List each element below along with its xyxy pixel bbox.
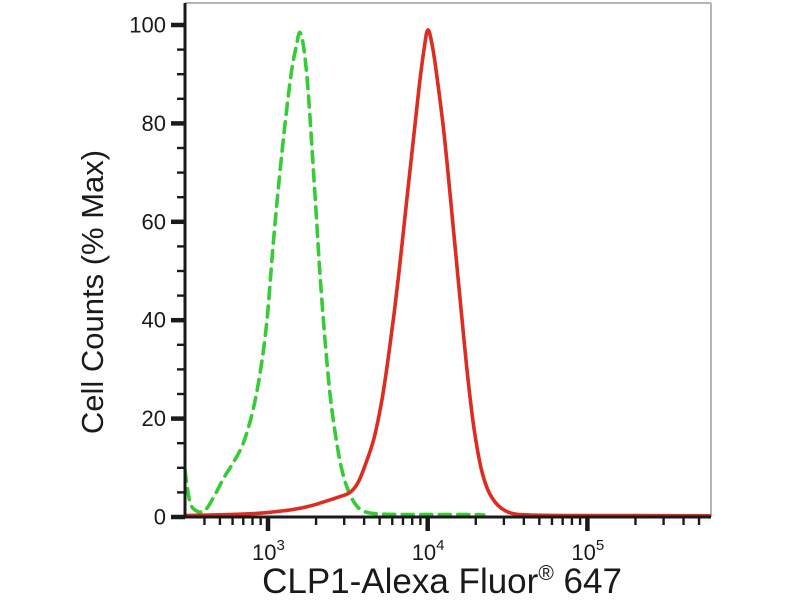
y-tick-labels: 0 20 40 60 80 100 (129, 13, 166, 530)
y-tick-label: 20 (142, 406, 166, 431)
x-tick-label: 103 (252, 537, 285, 565)
y-axis-title: Cell Counts (% Max) (75, 150, 110, 434)
x-tick-label: 105 (571, 537, 604, 565)
red-solid-curve (185, 28, 711, 518)
green-dashed-curve (185, 30, 486, 517)
y-tick-label: 100 (129, 13, 166, 38)
x-axis-title: CLP1-Alexa Fluor® 647 (262, 562, 622, 600)
x-axis (183, 515, 711, 531)
x-tick-label: 104 (412, 537, 445, 565)
y-tick-label: 60 (142, 209, 166, 234)
plot-frame (185, 2, 712, 517)
x-tick-labels: 103 104 105 (252, 537, 604, 565)
y-tick-label: 0 (154, 505, 166, 530)
y-tick-label: 80 (142, 111, 166, 136)
y-axis (171, 3, 187, 520)
y-tick-label: 40 (142, 308, 166, 333)
